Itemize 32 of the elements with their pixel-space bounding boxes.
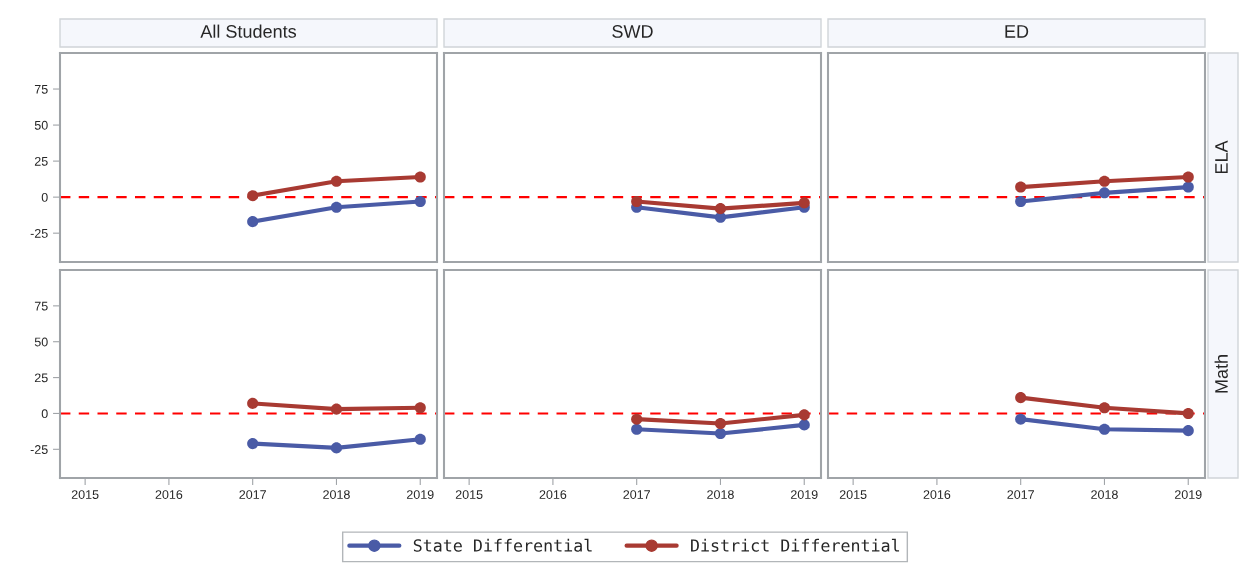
chart-title: SWD [612,25,653,38]
y-tick-label: 75 [34,84,48,94]
chart-title: ED [1005,25,1029,38]
x-tick-label: 2019 [790,490,818,499]
chart-title: All Students [200,24,297,38]
y-tick-label: 75 [34,301,48,311]
x-tick-label: 2018 [1091,490,1118,499]
x-tick-label: 2018 [323,490,350,499]
y-tick-label: -25 [30,445,48,454]
y-tick-label: -25 [30,228,48,238]
y-tick-label: 25 [34,373,48,383]
x-tick-label: 2016 [155,490,183,499]
y-tick-label: 25 [34,156,48,166]
y-tick-label: 50 [34,120,48,130]
text: Math [1214,355,1228,393]
x-tick-label: 2016 [539,490,567,499]
x-tick-label: 2017 [1007,490,1034,499]
x-tick-label: 2018 [707,490,734,499]
x-tick-label: 2016 [923,490,951,499]
y-tick-label: 0 [41,409,48,419]
x-tick-label: 2017 [623,490,650,499]
x-tick-label: 2019 [1174,490,1202,499]
y-tick-label: 50 [34,337,48,347]
x-tick-label: 2015 [455,490,483,499]
legend-label: State Differential [413,538,592,552]
legend-label: District Differential [691,538,900,552]
y-tick-label: 0 [41,192,48,202]
x-tick-label: 2017 [239,490,266,499]
x-tick-label: 2015 [71,490,99,499]
text: ELA [1215,140,1228,174]
x-tick-label: 2015 [839,490,867,499]
x-tick-label: 2019 [406,490,434,499]
